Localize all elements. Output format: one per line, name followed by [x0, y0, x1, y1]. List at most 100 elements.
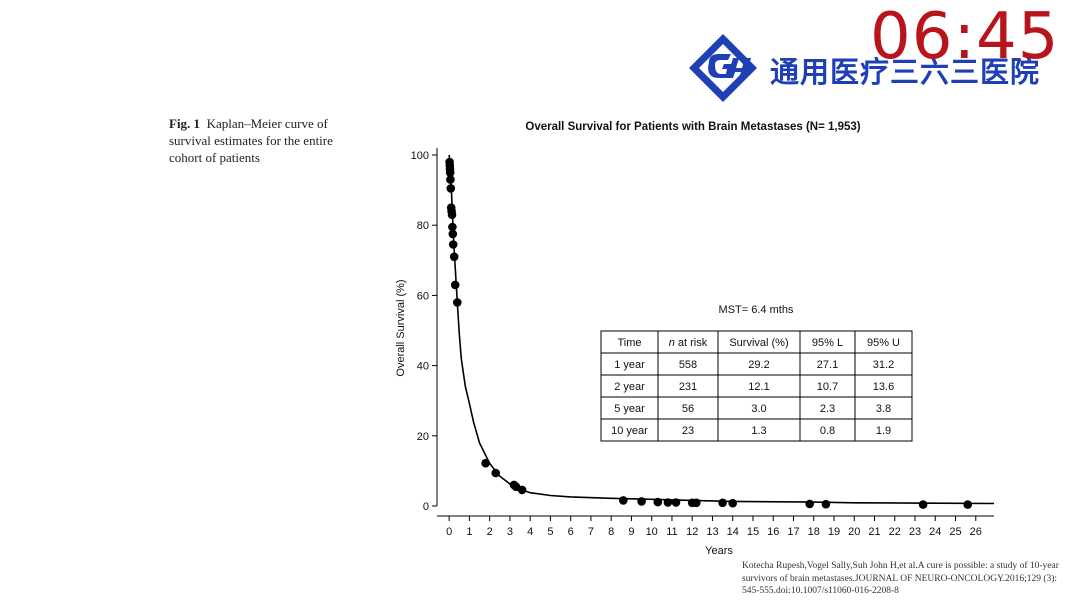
- survival-table: Time n at risk Survival (%) 95% L 95% U 1 yea…: [600, 330, 913, 442]
- table-cell: 231: [679, 381, 697, 393]
- table-cell: 23: [682, 425, 694, 437]
- censor-mark: [447, 210, 457, 219]
- censor-mark: [448, 240, 458, 249]
- table-cell: 31.2: [873, 359, 894, 371]
- censor-mark: [445, 168, 455, 177]
- censor-mark: [663, 498, 673, 507]
- y-axis-label: Overall Survival (%): [395, 279, 407, 376]
- x-tick-label: 13: [706, 526, 718, 538]
- y-tick-label: 80: [417, 220, 429, 232]
- x-tick-label: 8: [608, 526, 614, 538]
- x-tick-label: 2: [487, 526, 493, 538]
- table-header-cell: Survival (%): [729, 337, 788, 349]
- y-tick-label: 20: [417, 431, 429, 443]
- censor-mark: [805, 499, 814, 509]
- x-tick-label: 26: [970, 526, 982, 538]
- censor-mark: [450, 280, 460, 290]
- table-header-cell: Time: [617, 337, 641, 349]
- x-tick-label: 16: [767, 526, 779, 538]
- x-tick-label: 15: [747, 526, 759, 538]
- x-tick-label: 12: [686, 526, 698, 538]
- censor-mark: [517, 485, 527, 495]
- censor-mark: [653, 497, 663, 507]
- table-cell: 0.8: [820, 425, 835, 437]
- x-tick-label: 24: [929, 526, 941, 538]
- table-cell: 558: [679, 359, 697, 371]
- x-tick-label: 23: [909, 526, 921, 538]
- x-tick-label: 10: [646, 526, 658, 538]
- table-cell: 10 year: [611, 425, 648, 437]
- censor-mark: [963, 500, 972, 509]
- citation-text: Kotecha Rupesh,Vogel Sally,Suh John H,et…: [742, 561, 1059, 596]
- table-cell: 1.9: [876, 425, 891, 437]
- table-cell: 27.1: [817, 359, 838, 371]
- censor-mark: [481, 458, 490, 468]
- x-tick-label: 1: [466, 526, 472, 538]
- censor-mark: [448, 222, 457, 232]
- y-tick-label: 60: [417, 290, 429, 302]
- gh-diamond-logo-icon: [689, 34, 757, 102]
- censor-mark: [718, 498, 727, 508]
- x-tick-label: 17: [787, 526, 799, 538]
- figure-label: Fig. 1: [169, 116, 201, 131]
- censor-mark: [671, 498, 681, 507]
- x-tick-label: 21: [868, 526, 880, 538]
- x-axis-label: Years: [705, 545, 733, 557]
- table-header-cell: 95% L: [812, 337, 843, 349]
- table-border: [600, 330, 913, 442]
- x-tick-label: 0: [446, 526, 452, 538]
- x-tick-label: 9: [628, 526, 634, 538]
- censor-mark: [491, 468, 501, 478]
- x-tick-label: 19: [828, 526, 840, 538]
- table-header-cell: n at risk: [669, 337, 708, 349]
- censor-mark: [453, 298, 462, 307]
- y-tick-label: 0: [423, 501, 429, 513]
- table-cell: 12.1: [748, 381, 769, 393]
- censor-mark: [446, 184, 456, 193]
- table-cell: 3.8: [876, 403, 891, 415]
- x-tick-label: 11: [666, 526, 677, 538]
- figure-caption: Fig. 1 Kaplan–Meier curve of survival es…: [169, 115, 369, 166]
- table-cell: 3.0: [751, 403, 766, 415]
- censor-mark: [821, 499, 831, 509]
- table-cell: 2 year: [614, 381, 645, 393]
- x-tick-label: 14: [727, 526, 739, 538]
- mst-annotation: MST= 6.4 mths: [719, 304, 794, 316]
- x-tick-label: 25: [949, 526, 961, 538]
- x-tick-label: 22: [889, 526, 901, 538]
- x-tick-label: 4: [527, 526, 533, 538]
- x-tick-label: 6: [568, 526, 574, 538]
- chart-title: Overall Survival for Patients with Brain…: [525, 121, 860, 133]
- table-cell: 56: [682, 403, 694, 415]
- table-cell: 5 year: [614, 403, 645, 415]
- table-cell: 13.6: [873, 381, 894, 393]
- table-cell: 1 year: [614, 359, 645, 371]
- table-cell: 10.7: [817, 381, 838, 393]
- x-tick-label: 20: [848, 526, 860, 538]
- x-tick-label: 3: [507, 526, 513, 538]
- table-cell: 2.3: [820, 403, 835, 415]
- censor-mark: [446, 175, 455, 184]
- figure-caption-text: Kaplan–Meier curve of survival estimates…: [169, 116, 333, 165]
- clock-time: 06:45: [870, 0, 1060, 74]
- censor-mark: [728, 498, 737, 508]
- censor-marks: [445, 157, 972, 509]
- x-tick-label: 5: [547, 526, 553, 538]
- censor-mark: [692, 498, 701, 508]
- y-tick-label: 100: [411, 150, 429, 162]
- censor-mark: [637, 497, 646, 506]
- x-tick-label: 7: [588, 526, 594, 538]
- censor-mark: [918, 500, 928, 509]
- table-cell: 29.2: [748, 359, 769, 371]
- censor-mark: [619, 496, 628, 505]
- censor-mark: [449, 252, 459, 262]
- survival-curve: [448, 154, 995, 505]
- y-tick-label: 40: [417, 361, 429, 373]
- table-header-cell: 95% U: [867, 337, 900, 349]
- hospital-name: 通用医疗三六三医院: [770, 55, 1041, 89]
- table-cell: 1.3: [751, 425, 766, 437]
- x-tick-label: 18: [808, 526, 820, 538]
- censor-mark: [448, 229, 458, 239]
